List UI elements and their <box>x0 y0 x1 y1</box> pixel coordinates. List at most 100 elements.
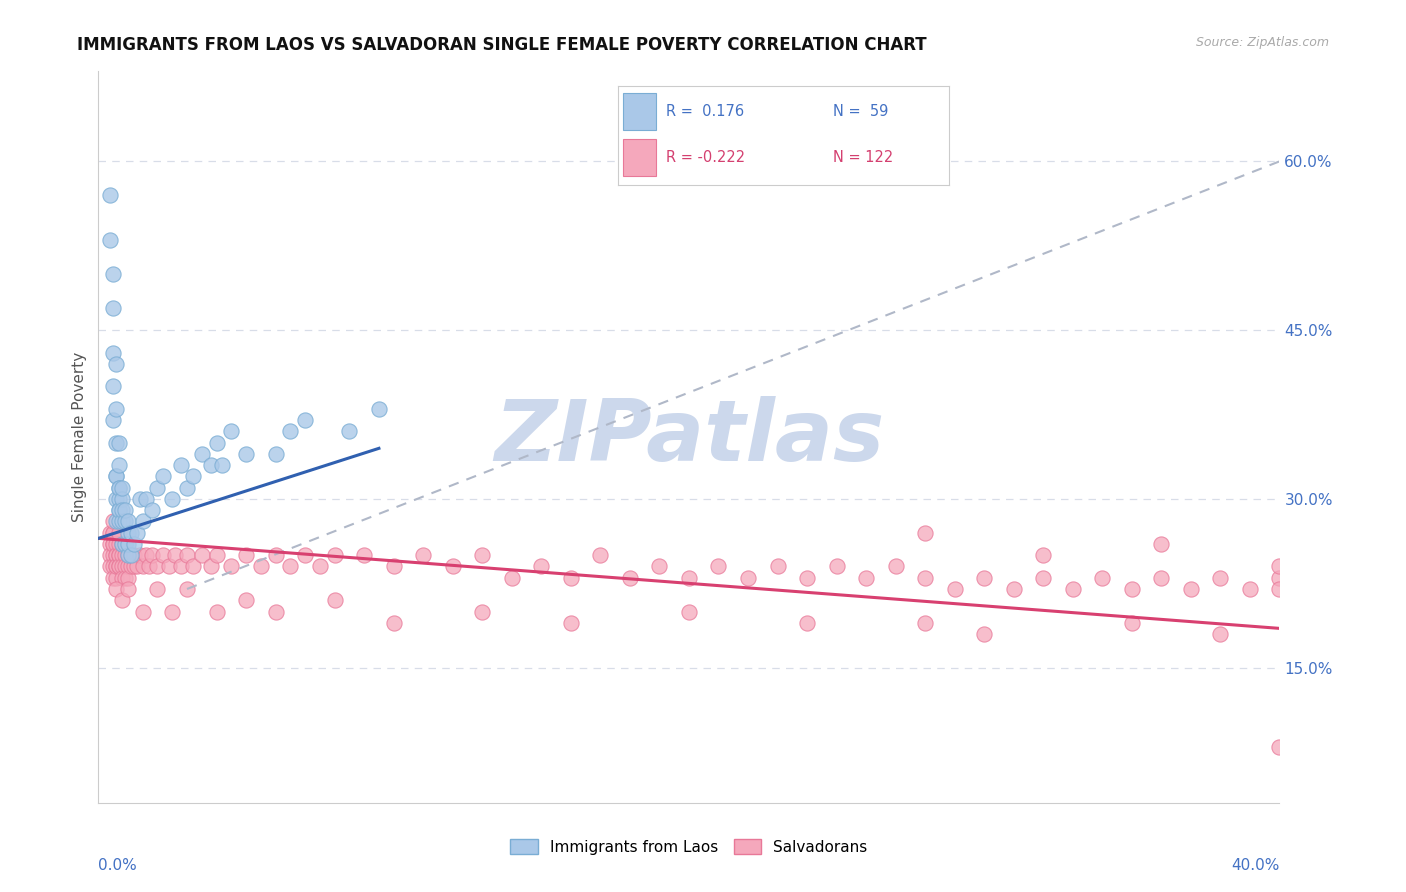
Point <box>1091 571 1114 585</box>
Point <box>111 571 134 585</box>
Point <box>1002 582 1025 596</box>
Point <box>382 559 405 574</box>
Point <box>103 571 125 585</box>
Point <box>235 548 257 562</box>
Point <box>135 548 157 562</box>
Point <box>264 447 287 461</box>
Point <box>98 548 121 562</box>
Point <box>707 559 730 574</box>
Point <box>105 401 128 416</box>
Point <box>560 615 582 630</box>
Point <box>114 537 136 551</box>
Point <box>105 515 128 529</box>
Point <box>103 537 125 551</box>
Point <box>108 435 131 450</box>
Point <box>152 548 174 562</box>
Point <box>105 435 128 450</box>
Point <box>141 503 163 517</box>
Point <box>678 571 700 585</box>
Point <box>117 571 139 585</box>
Point <box>382 615 405 630</box>
Y-axis label: Single Female Poverty: Single Female Poverty <box>72 352 87 522</box>
Point <box>1209 571 1232 585</box>
Point <box>105 548 128 562</box>
Point <box>323 593 346 607</box>
Point <box>176 582 198 596</box>
Point <box>114 548 136 562</box>
Point <box>114 515 136 529</box>
Point <box>111 481 134 495</box>
Point <box>105 571 128 585</box>
Point <box>205 548 228 562</box>
Point <box>884 559 907 574</box>
Text: 0.0%: 0.0% <box>98 858 138 873</box>
Point <box>105 469 128 483</box>
Point <box>98 525 121 540</box>
Point <box>211 458 233 473</box>
Point <box>111 515 134 529</box>
Point <box>943 582 966 596</box>
Point <box>103 559 125 574</box>
Point <box>120 525 142 540</box>
Point <box>98 233 121 247</box>
Point <box>914 615 936 630</box>
Point <box>1150 537 1173 551</box>
Point <box>103 267 125 281</box>
Point <box>737 571 759 585</box>
Point <box>1268 739 1291 754</box>
Point <box>105 559 128 574</box>
Point <box>108 458 131 473</box>
Point <box>157 559 180 574</box>
Point <box>1062 582 1084 596</box>
Point <box>200 559 222 574</box>
Point <box>441 559 464 574</box>
Point <box>98 537 121 551</box>
Point <box>855 571 877 585</box>
Point <box>132 605 155 619</box>
Point <box>1032 571 1054 585</box>
Point <box>117 582 139 596</box>
Point <box>125 525 148 540</box>
Point <box>796 571 818 585</box>
Point <box>1180 582 1202 596</box>
Point <box>108 537 131 551</box>
Point <box>530 559 553 574</box>
Text: IMMIGRANTS FROM LAOS VS SALVADORAN SINGLE FEMALE POVERTY CORRELATION CHART: IMMIGRANTS FROM LAOS VS SALVADORAN SINGL… <box>77 36 927 54</box>
Point <box>280 559 302 574</box>
Point <box>132 559 155 574</box>
Point <box>170 458 193 473</box>
Point <box>108 491 131 506</box>
Point <box>125 559 148 574</box>
Point <box>471 548 494 562</box>
Point <box>141 548 163 562</box>
Point <box>221 559 243 574</box>
Point <box>105 582 128 596</box>
Point <box>176 548 198 562</box>
Point <box>108 481 131 495</box>
Text: ZIPatlas: ZIPatlas <box>494 395 884 479</box>
Point <box>205 605 228 619</box>
Point <box>176 481 198 495</box>
Point <box>111 491 134 506</box>
Point <box>108 503 131 517</box>
Point <box>108 548 131 562</box>
Point <box>191 548 214 562</box>
Point <box>105 548 128 562</box>
Point <box>111 559 134 574</box>
Point <box>120 548 142 562</box>
Point <box>105 559 128 574</box>
Point <box>1239 582 1261 596</box>
Point <box>1032 548 1054 562</box>
Point <box>294 548 316 562</box>
Point <box>111 593 134 607</box>
Point <box>103 525 125 540</box>
Point <box>1121 582 1143 596</box>
Point <box>264 548 287 562</box>
Point <box>111 537 134 551</box>
Point <box>914 571 936 585</box>
Point <box>117 537 139 551</box>
Point <box>108 525 131 540</box>
Point <box>117 525 139 540</box>
Point <box>205 435 228 450</box>
Point <box>152 469 174 483</box>
